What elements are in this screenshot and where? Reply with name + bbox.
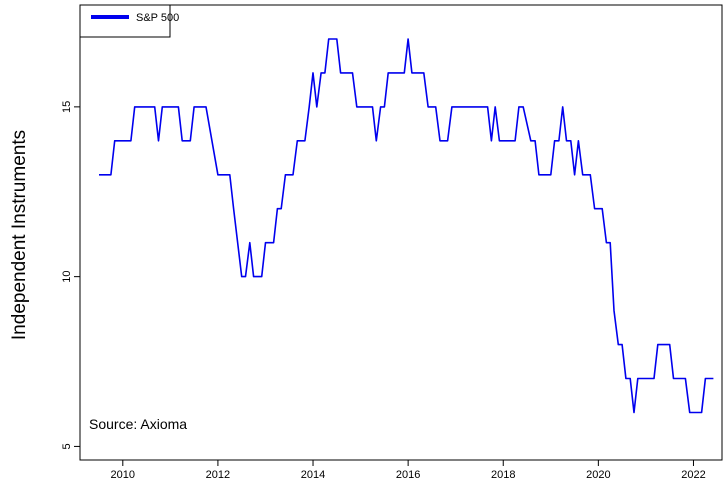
x-axis: 2010 2012 2014 2016 2018 2020 2022 (111, 460, 706, 481)
x-tick-label: 2014 (301, 469, 325, 481)
x-tick-label: 2016 (396, 469, 420, 481)
x-tick-label: 2012 (206, 469, 230, 481)
legend-label: S&P 500 (136, 12, 179, 24)
series-line (99, 38, 714, 414)
x-tick-label: 2020 (586, 469, 610, 481)
y-axis: 5 10 15 (61, 101, 80, 449)
y-tick-label: 10 (61, 271, 73, 283)
x-tick-label: 2010 (111, 469, 135, 481)
y-tick-label: 15 (61, 101, 73, 113)
y-tick-label: 5 (61, 443, 73, 449)
series-layer (99, 38, 714, 414)
x-tick-label: 2022 (681, 469, 705, 481)
plot-frame (79, 4, 723, 461)
legend-box (79, 4, 171, 38)
x-tick-label: 2018 (491, 469, 515, 481)
y-axis-title: Independent Instruments (9, 130, 30, 340)
legend: S&P 500 (79, 4, 179, 38)
source-annotation: Source: Axioma (89, 416, 187, 432)
